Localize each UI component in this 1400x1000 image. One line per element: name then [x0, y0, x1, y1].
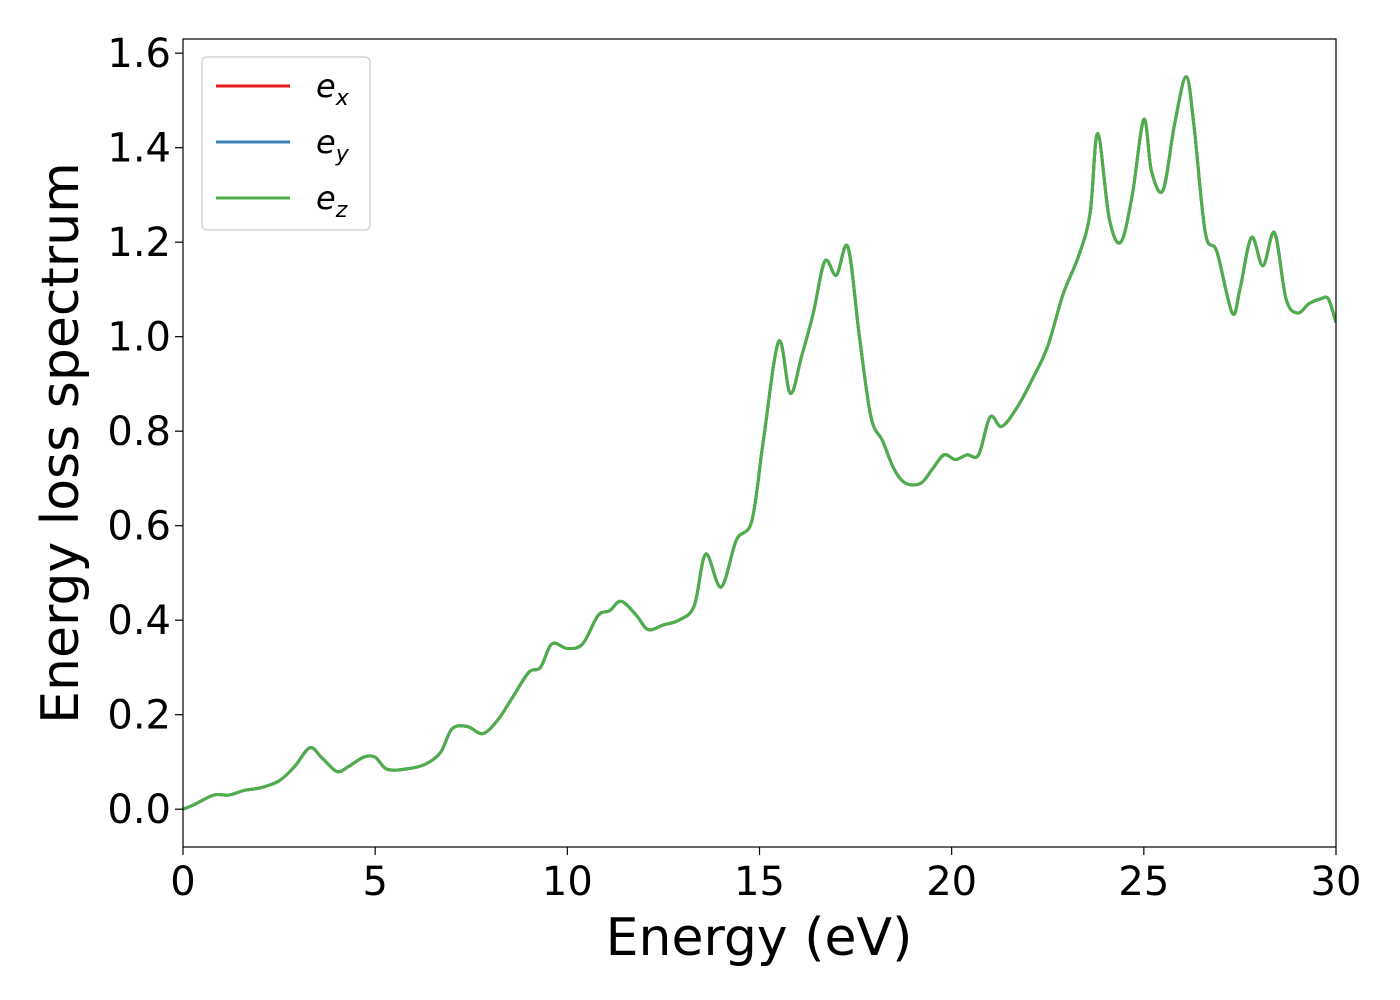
y-axis-label: Energy loss spectrum — [31, 162, 91, 724]
y-tick-label: 0.8 — [107, 409, 171, 455]
x-tick-label: 30 — [1311, 859, 1362, 905]
legend-label-ez: ez — [316, 179, 348, 223]
x-tick-label: 25 — [1118, 859, 1169, 905]
y-tick-label: 1.6 — [107, 31, 171, 77]
y-tick-label: 0.0 — [107, 787, 171, 833]
x-tick-label: 15 — [734, 859, 785, 905]
x-axis-ticks: 0 5 10 15 20 25 30 — [170, 847, 1361, 905]
y-tick-label: 1.4 — [107, 126, 171, 172]
legend: ex ey ez — [201, 56, 371, 231]
x-tick-label: 20 — [926, 859, 977, 905]
x-tick-label: 5 — [362, 859, 387, 905]
y-tick-label: 0.4 — [107, 598, 171, 644]
series-lines — [183, 75, 1336, 811]
series-line-ez — [183, 75, 1336, 811]
legend-label-ex: ex — [316, 67, 350, 111]
y-axis-ticks: 0.0 0.2 0.4 0.6 0.8 1.0 1.2 1.4 1.6 — [107, 31, 183, 833]
y-tick-label: 0.2 — [107, 693, 171, 739]
y-tick-label: 0.6 — [107, 504, 171, 550]
legend-label-ey: ey — [316, 123, 350, 167]
y-tick-label: 1.0 — [107, 315, 171, 361]
x-axis-label: Energy (eV) — [606, 908, 913, 968]
y-tick-label: 1.2 — [107, 220, 171, 266]
x-tick-label: 10 — [542, 859, 593, 905]
x-tick-label: 0 — [170, 859, 195, 905]
